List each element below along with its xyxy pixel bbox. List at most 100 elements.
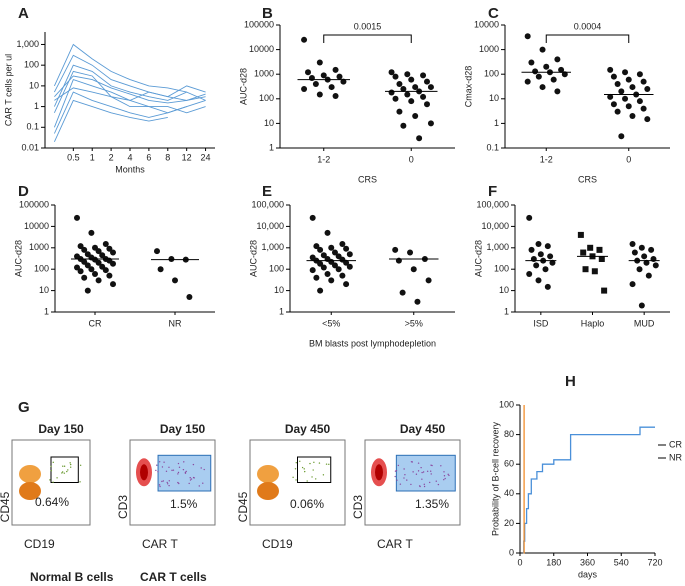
cluster xyxy=(257,482,279,500)
point xyxy=(631,249,638,256)
gate xyxy=(50,456,79,483)
series-line xyxy=(53,54,206,101)
point xyxy=(539,46,546,53)
point xyxy=(625,103,632,110)
point xyxy=(343,245,350,252)
y-tick-label: 100000 xyxy=(19,199,49,209)
event xyxy=(404,474,406,476)
point xyxy=(106,245,113,252)
point xyxy=(614,80,621,87)
point xyxy=(343,259,350,266)
y-tick-label: 10 xyxy=(274,285,284,295)
series-line xyxy=(53,70,206,113)
gate-percent: 0.64% xyxy=(35,495,69,509)
point xyxy=(309,267,316,274)
event xyxy=(315,478,317,480)
y-tick-label: 1 xyxy=(44,306,49,316)
point xyxy=(110,260,116,267)
point xyxy=(547,253,554,260)
event xyxy=(417,470,420,472)
cluster xyxy=(140,464,148,481)
event xyxy=(423,483,425,486)
point xyxy=(425,277,432,284)
cluster xyxy=(375,464,383,481)
event xyxy=(177,481,179,484)
point xyxy=(335,266,342,273)
event xyxy=(190,478,193,480)
point xyxy=(331,249,338,256)
event xyxy=(52,461,54,464)
point xyxy=(106,272,113,279)
survival-curve xyxy=(522,426,655,554)
y-tick-label: 60 xyxy=(504,459,514,469)
point xyxy=(636,98,643,105)
point xyxy=(313,243,320,250)
x-tick-label: 540 xyxy=(614,557,629,567)
point xyxy=(424,78,430,85)
point xyxy=(537,251,544,258)
x-tick-label: 0.5 xyxy=(67,152,80,162)
event xyxy=(403,477,405,479)
x-tick-label: Haplo xyxy=(581,318,605,328)
point xyxy=(640,78,647,85)
event xyxy=(163,461,165,463)
point xyxy=(535,73,542,80)
point xyxy=(346,251,353,258)
point xyxy=(317,260,324,267)
point xyxy=(88,229,95,236)
event xyxy=(399,483,402,485)
point xyxy=(84,262,91,269)
event xyxy=(203,468,205,471)
event xyxy=(299,460,301,462)
point xyxy=(528,59,535,66)
y-tick-label: 1 xyxy=(504,306,509,316)
event xyxy=(394,470,397,472)
p-value: 0.0004 xyxy=(574,21,602,31)
point xyxy=(580,249,587,256)
panel-label: A xyxy=(18,5,29,22)
event xyxy=(295,479,297,481)
event xyxy=(435,480,437,482)
point xyxy=(328,244,335,251)
point xyxy=(102,241,109,248)
point xyxy=(550,76,557,83)
point xyxy=(640,105,647,112)
event xyxy=(63,472,66,474)
point xyxy=(343,281,350,288)
x-tick-label: 8 xyxy=(165,152,170,162)
event xyxy=(189,477,191,479)
event xyxy=(69,462,71,464)
point xyxy=(601,287,608,294)
point xyxy=(102,267,109,274)
day-label: Day 150 xyxy=(38,422,84,436)
y-tick-label: 10000 xyxy=(474,19,499,29)
point xyxy=(81,246,88,253)
event xyxy=(69,466,72,468)
panel-label: B xyxy=(262,5,273,22)
point xyxy=(320,264,327,271)
x-axis-label: CRS xyxy=(358,174,377,184)
event xyxy=(410,483,412,486)
event xyxy=(443,475,446,477)
point xyxy=(614,108,621,115)
point xyxy=(95,248,102,255)
event xyxy=(301,466,304,469)
y-tick-label: 1 xyxy=(494,118,499,128)
event xyxy=(61,472,63,474)
y-tick-label: 100,000 xyxy=(476,199,509,209)
point xyxy=(535,241,542,248)
point xyxy=(410,266,417,273)
event xyxy=(192,463,195,466)
event xyxy=(79,464,82,466)
y-axis-label: AUC-d28 xyxy=(248,240,258,277)
point xyxy=(154,248,160,255)
event xyxy=(421,471,423,474)
event xyxy=(312,469,314,471)
x-tick-label: ISD xyxy=(533,318,549,328)
event xyxy=(304,470,306,473)
y-tick-label: 100,000 xyxy=(251,199,284,209)
point xyxy=(607,93,614,100)
x-tick-label: 1-2 xyxy=(317,154,330,164)
x-tick-label: 0 xyxy=(517,557,522,567)
event xyxy=(328,463,330,466)
